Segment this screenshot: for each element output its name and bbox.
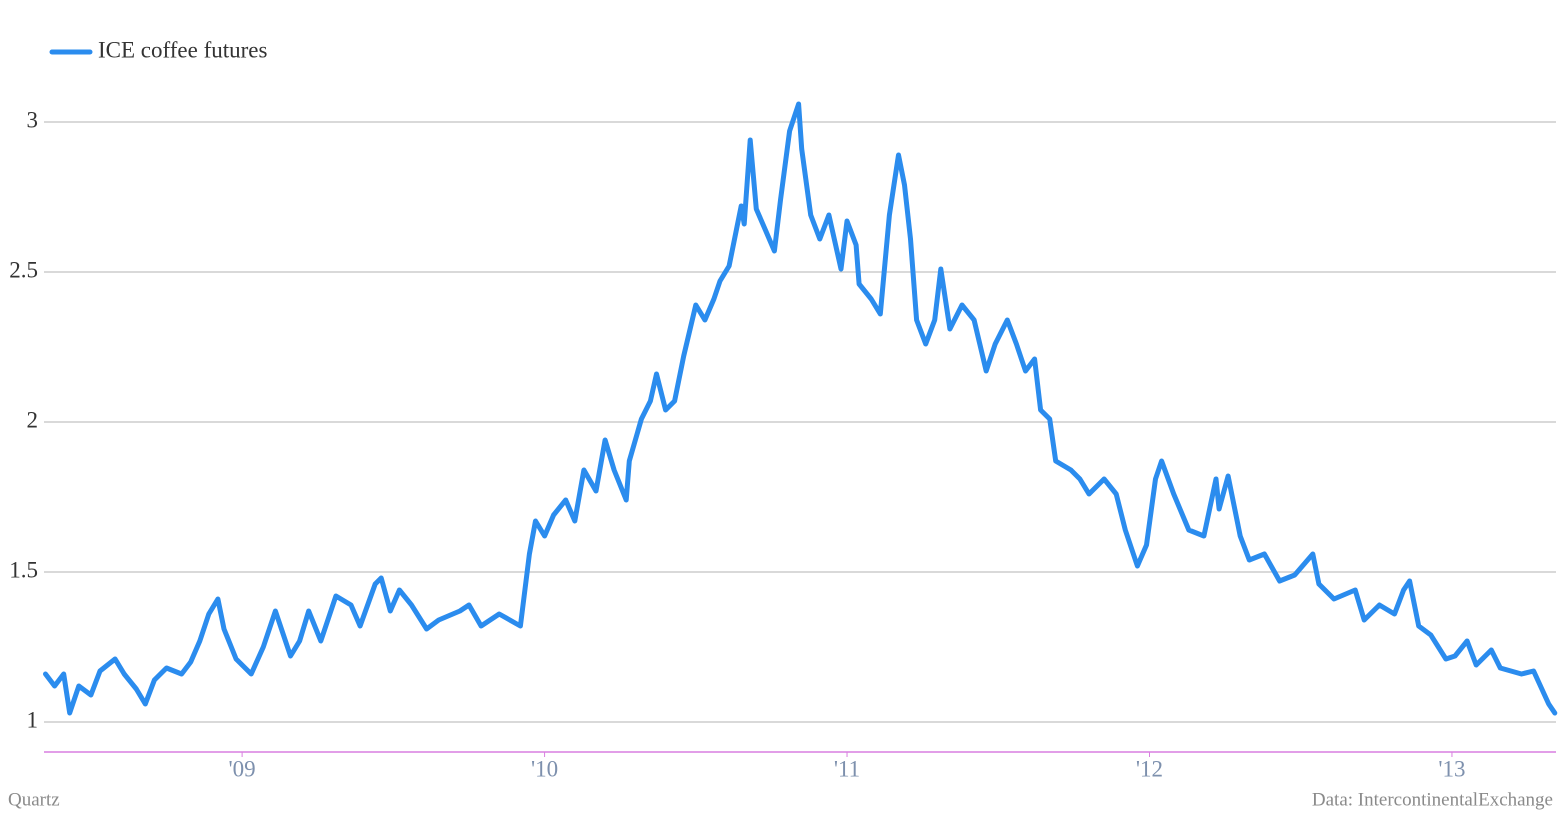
y-tick-label: 3: [27, 107, 39, 132]
y-tick-label: 2.5: [9, 257, 38, 282]
x-tick-label: '13: [1438, 756, 1465, 781]
series-line: [43, 101, 1558, 716]
source: Data: IntercontinentalExchange: [1312, 789, 1553, 810]
y-tick-label: 1: [27, 707, 39, 732]
credit: Quartz: [8, 789, 60, 810]
x-tick-label: '10: [531, 756, 558, 781]
x-tick-label: '11: [834, 756, 860, 781]
x-tick-label: '12: [1136, 756, 1163, 781]
legend-label: ICE coffee futures: [98, 37, 267, 62]
y-tick-label: 2: [27, 407, 39, 432]
x-tick-label: '09: [229, 756, 256, 781]
y-tick-label: 1.5: [9, 557, 38, 582]
